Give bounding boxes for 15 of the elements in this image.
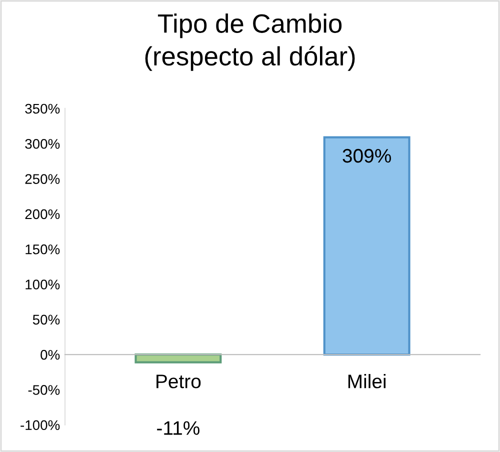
y-tick-label: 250% (25, 174, 60, 184)
y-tick-label: 100% (26, 280, 60, 290)
x-tick-label: Petro (156, 374, 201, 388)
y-tick-label: 0% (40, 350, 60, 360)
y-tick-label: 350% (25, 104, 60, 114)
y-tick-label: -50% (28, 385, 60, 395)
y-tick-label: -100% (20, 420, 60, 430)
y-tick-label: 300% (25, 138, 60, 149)
y-tick-label: 50% (32, 314, 60, 325)
data-label: 309% (342, 148, 391, 163)
y-tick-label: 200% (25, 209, 60, 220)
data-label: -11% (157, 421, 200, 435)
x-tick-label: Milei (348, 374, 386, 388)
chart-title: Tipo de Cambio (respecto al dólar) (145, 14, 355, 71)
y-tick-label: 150% (26, 244, 60, 254)
